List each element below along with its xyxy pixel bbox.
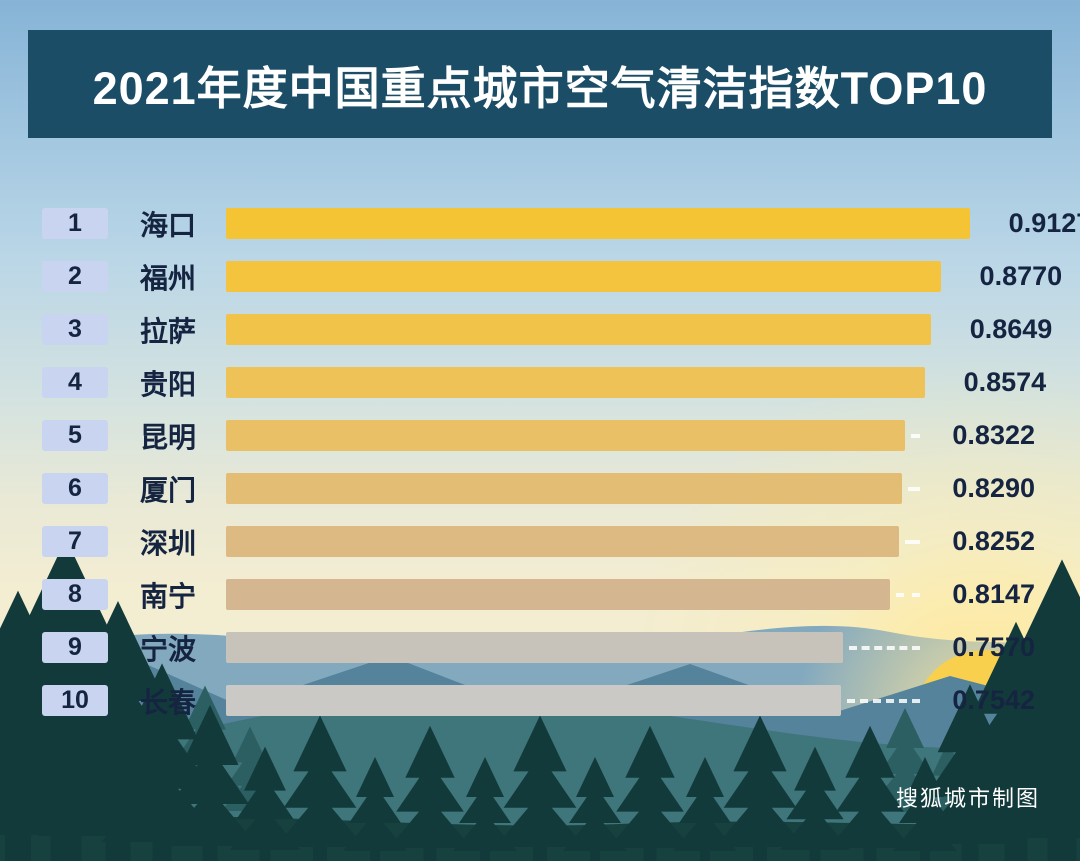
city-label: 贵阳: [140, 368, 197, 400]
chart-row: 7 深圳 0.8252: [42, 526, 1035, 559]
chart-row: 1 海口 0.9127: [42, 208, 1080, 241]
bar-area: 0.8770: [226, 261, 1062, 292]
value-label: 0.8290: [952, 473, 1035, 503]
rank-badge: 6: [42, 473, 108, 504]
value-label: 0.8574: [963, 367, 1047, 397]
value-label: 0.8252: [952, 526, 1035, 556]
value-label: 0.7542: [952, 685, 1035, 715]
rank-badge: 8: [42, 579, 108, 610]
city-label: 福州: [140, 262, 197, 294]
chart-row: 8 南宁 0.8147: [42, 579, 1035, 612]
value-label: 0.9127: [1008, 208, 1080, 238]
rank-badge: 1: [42, 208, 108, 239]
page-title: 2021年度中国重点城市空气清洁指数TOP10: [92, 62, 988, 114]
city-label: 深圳: [140, 527, 197, 559]
city-label: 拉萨: [140, 315, 197, 347]
city-label: 昆明: [140, 421, 197, 453]
rank-badge: 3: [42, 314, 108, 345]
value-bar: [226, 420, 905, 451]
bar-area: 0.8574: [226, 367, 1046, 398]
rank-badge: 9: [42, 632, 108, 663]
bar-area: 0.8322: [226, 420, 1035, 451]
rank-badge: 2: [42, 261, 108, 292]
value-label: 0.8322: [952, 420, 1035, 450]
bar-chart: 1 海口 0.9127 2 福州 0.8770 3 拉萨 0.8649 4 贵阳: [42, 208, 1080, 718]
value-bar: [226, 526, 899, 557]
value-bar: [226, 314, 932, 345]
rank-badge: 5: [42, 420, 108, 451]
bar-area: 0.8649: [226, 314, 1052, 345]
rank-badge: 4: [42, 367, 108, 398]
chart-row: 3 拉萨 0.8649: [42, 314, 1052, 347]
leader-line: [904, 539, 920, 544]
chart-row: 10 长春 0.7542: [42, 685, 1035, 718]
rank-badge: 7: [42, 526, 108, 557]
rank-badge: 10: [42, 685, 108, 716]
city-label: 长春: [140, 686, 197, 718]
chart-row: 9 宁波 0.7570: [42, 632, 1035, 665]
chart-row: 5 昆明 0.8322: [42, 420, 1035, 453]
leader-line: [910, 433, 920, 438]
value-bar: [226, 208, 971, 239]
chart-rows: 1 海口 0.9127 2 福州 0.8770 3 拉萨 0.8649 4 贵阳: [42, 208, 1080, 718]
value-label: 0.8770: [979, 261, 1063, 291]
chart-row: 6 厦门 0.8290: [42, 473, 1035, 506]
bar-area: 0.8290: [226, 473, 1035, 504]
leader-line: [849, 645, 920, 650]
value-bar: [226, 367, 926, 398]
value-bar: [226, 579, 891, 610]
bar-area: 0.7570: [226, 632, 1035, 663]
city-label: 厦门: [140, 474, 197, 506]
value-label: 0.8649: [969, 314, 1053, 344]
title-banner: 2021年度中国重点城市空气清洁指数TOP10: [28, 30, 1052, 138]
value-label: 0.7570: [952, 632, 1035, 662]
value-bar: [226, 261, 942, 292]
chart-row: 2 福州 0.8770: [42, 261, 1062, 294]
city-label: 南宁: [140, 580, 197, 612]
value-bar: [226, 685, 841, 716]
chart-row: 4 贵阳 0.8574: [42, 367, 1046, 400]
leader-line: [896, 592, 920, 597]
value-bar: [226, 473, 902, 504]
city-label: 宁波: [140, 633, 197, 665]
city-label: 海口: [140, 209, 197, 241]
value-label: 0.8147: [952, 579, 1035, 609]
leader-line: [847, 698, 920, 703]
bar-area: 0.8147: [226, 579, 1035, 610]
value-bar: [226, 632, 844, 663]
bar-area: 0.8252: [226, 526, 1035, 557]
leader-line: [908, 486, 920, 491]
bar-area: 0.7542: [226, 685, 1035, 716]
credit-text: 搜狐城市制图: [895, 786, 1040, 811]
bar-area: 0.9127: [226, 208, 1080, 239]
